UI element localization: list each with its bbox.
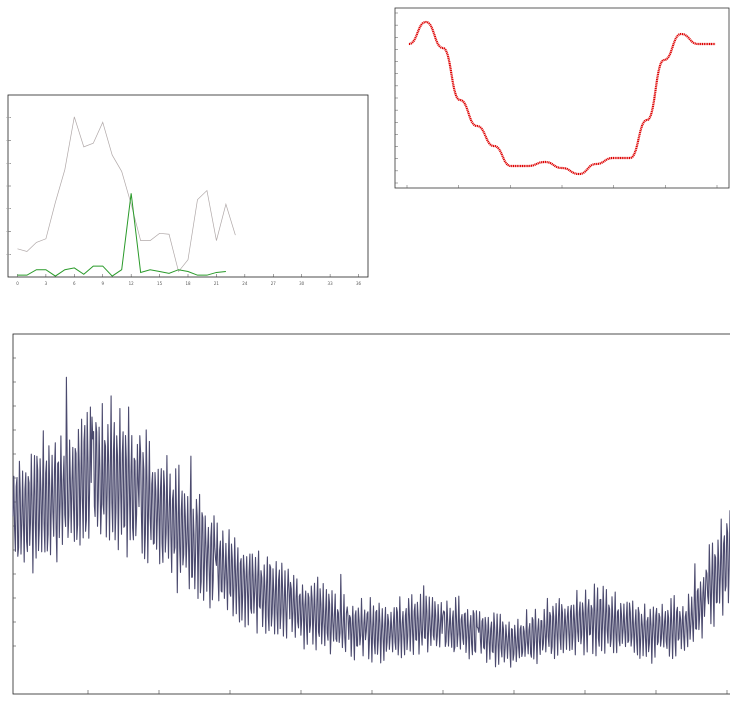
chart-top-left: 0 3 6 9 12 15 18 21 24 27 30 33 36 [0,86,370,298]
x-tick-label: 6 [73,281,76,286]
plot-frame [7,94,369,278]
chart-bottom [0,332,730,708]
series-line [408,20,716,176]
x-tick-label: 0 [16,281,19,286]
x-tick-label: 3 [45,281,48,286]
chart-top-right [383,0,730,208]
x-tick-label: 27 [271,281,277,286]
series-line-0 [17,116,236,273]
chart-top-left-svg: 0 3 6 9 12 15 18 21 24 27 30 33 36 [6,94,369,286]
x-tick-label: 30 [299,281,305,286]
x-tick-label: 24 [242,281,248,286]
plot-frame [394,7,730,189]
x-tick-label: 21 [214,281,220,286]
series-line [12,376,730,668]
chart-top-right-svg [394,7,730,189]
x-tick-label: 9 [101,281,104,286]
chart-bottom-svg [12,333,730,695]
x-tick-label: 18 [185,281,191,286]
x-tick-label: 12 [129,281,135,286]
series-line-1 [17,193,226,277]
x-tick-label: 15 [157,281,163,286]
x-tick-label: 36 [356,281,362,286]
x-tick-label: 33 [328,281,334,286]
